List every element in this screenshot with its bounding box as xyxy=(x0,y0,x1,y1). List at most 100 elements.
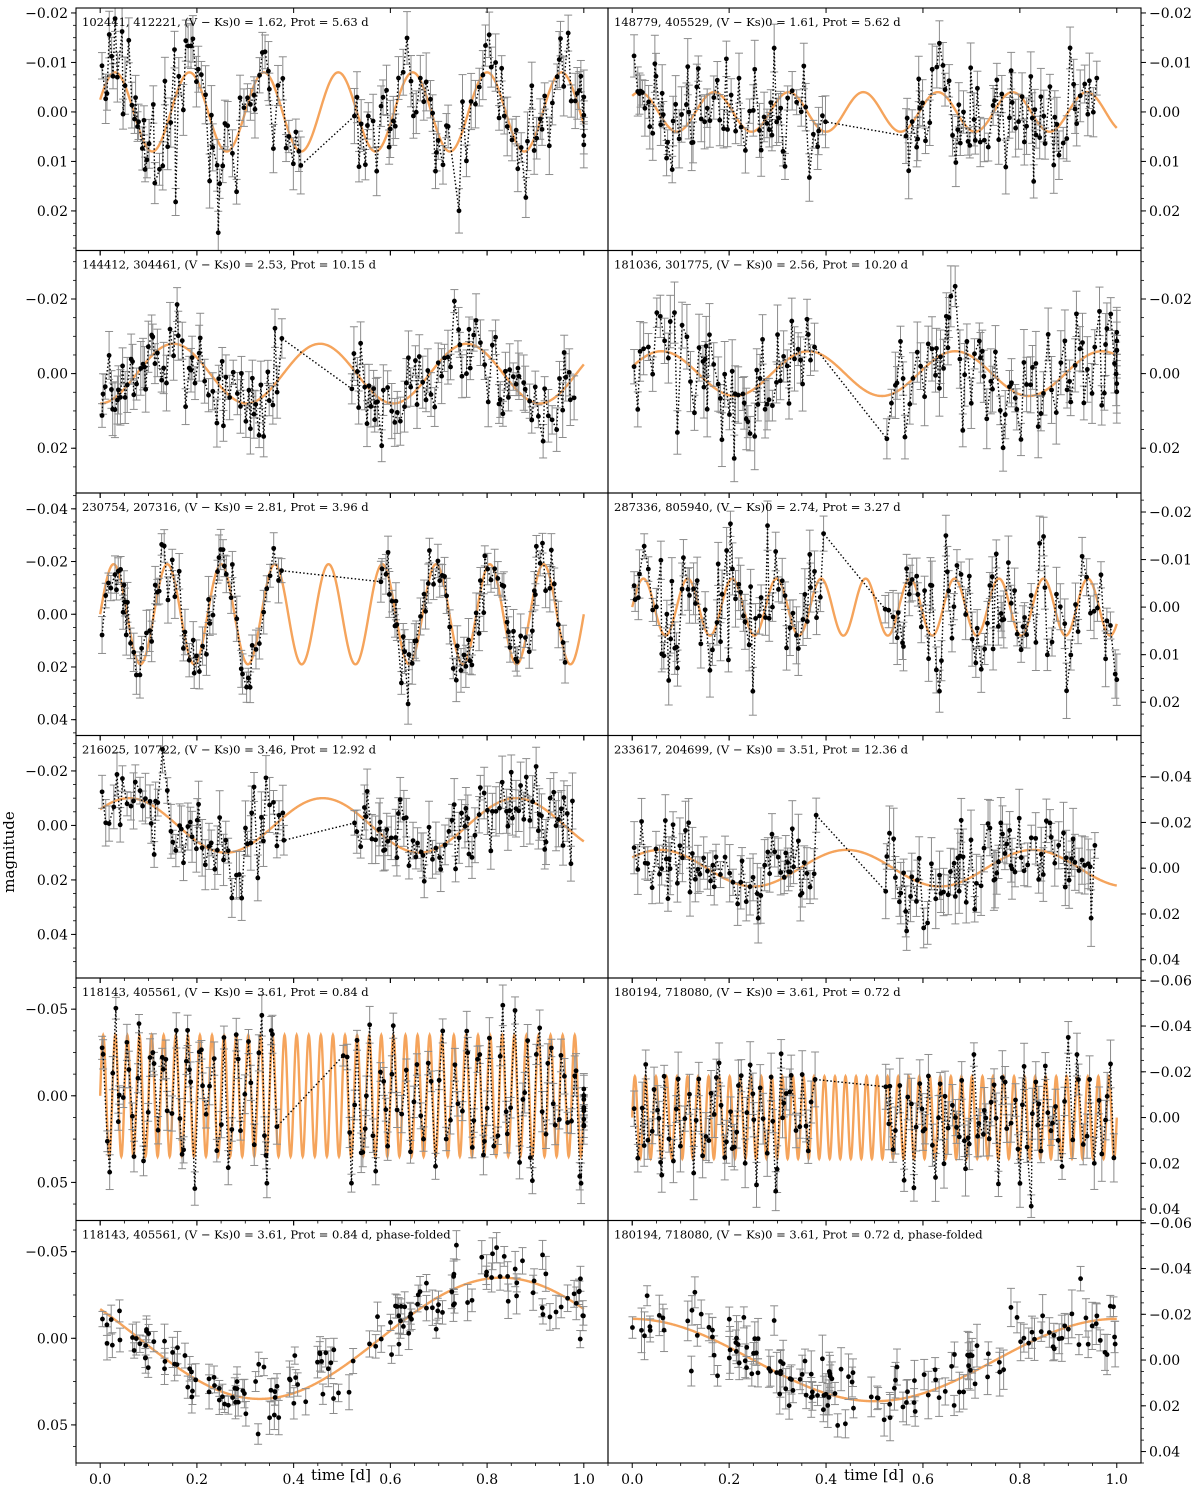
data-point xyxy=(549,100,555,106)
data-point xyxy=(194,79,199,85)
data-point xyxy=(646,99,652,105)
data-point xyxy=(159,377,165,383)
data-point xyxy=(907,401,913,407)
data-point xyxy=(728,521,733,527)
data-point xyxy=(266,86,272,92)
data-point xyxy=(993,349,998,355)
data-point xyxy=(735,901,741,907)
data-point xyxy=(1062,621,1068,627)
data-point xyxy=(529,628,535,634)
data-point xyxy=(769,132,775,138)
data-point xyxy=(529,417,535,423)
data-point xyxy=(1056,152,1062,158)
y-tick-label: 0.02 xyxy=(37,204,68,220)
data-point xyxy=(272,325,278,331)
data-point xyxy=(724,548,730,553)
data-point xyxy=(795,646,801,651)
data-point xyxy=(208,112,214,118)
data-point xyxy=(762,862,768,868)
data-point xyxy=(122,83,128,89)
observations xyxy=(630,20,1101,202)
data-point xyxy=(234,616,240,622)
data-point xyxy=(754,367,760,373)
data-point xyxy=(416,354,422,359)
data-point xyxy=(1058,360,1064,366)
data-point xyxy=(180,107,186,113)
panel-6: −0.02 −0.01 0.00 0.01 0.02 287336, 805940, (V… xyxy=(607,492,1192,741)
data-point xyxy=(400,69,406,75)
y-tick-label: 0.01 xyxy=(1149,154,1180,170)
data-point xyxy=(999,91,1005,97)
data-point xyxy=(807,552,813,557)
data-point xyxy=(763,615,768,620)
data-point xyxy=(728,92,734,98)
data-point xyxy=(435,360,441,366)
data-point xyxy=(397,418,403,424)
data-point xyxy=(1045,332,1051,337)
data-point xyxy=(351,351,357,356)
data-point xyxy=(674,430,680,435)
data-point xyxy=(152,582,158,588)
data-point xyxy=(954,563,960,568)
data-point xyxy=(223,571,229,577)
data-point xyxy=(221,423,226,429)
data-point xyxy=(162,78,168,84)
data-point xyxy=(438,866,444,872)
data-point xyxy=(129,102,135,108)
data-point xyxy=(787,869,793,875)
data-point xyxy=(191,670,197,676)
data-point xyxy=(207,621,213,626)
data-point xyxy=(173,848,179,853)
data-point xyxy=(807,884,813,890)
data-point xyxy=(738,124,744,130)
data-point xyxy=(631,364,637,370)
data-point xyxy=(778,870,784,875)
data-point xyxy=(910,375,916,381)
data-point xyxy=(503,368,508,374)
data-point xyxy=(404,35,410,41)
data-point xyxy=(795,838,801,844)
data-point xyxy=(694,84,700,90)
data-point xyxy=(542,846,548,852)
data-point xyxy=(802,591,808,597)
data-point xyxy=(750,688,756,694)
data-point xyxy=(979,348,985,354)
data-point xyxy=(526,649,532,655)
data-point xyxy=(243,418,249,424)
data-point xyxy=(640,90,645,95)
data-point xyxy=(953,160,959,165)
data-point xyxy=(188,43,194,49)
data-point xyxy=(792,356,797,362)
data-point xyxy=(175,333,181,339)
data-point xyxy=(125,599,130,605)
data-point xyxy=(961,109,966,115)
data-point xyxy=(1020,624,1026,630)
data-point xyxy=(189,355,195,361)
data-point xyxy=(929,583,935,588)
data-point xyxy=(760,336,765,342)
data-point xyxy=(451,298,457,304)
data-point xyxy=(267,573,273,579)
data-point xyxy=(710,647,715,653)
data-point xyxy=(188,367,194,373)
data-point xyxy=(998,611,1004,616)
data-point xyxy=(176,568,182,574)
data-point xyxy=(532,384,538,390)
data-point xyxy=(679,322,685,328)
data-point xyxy=(247,101,253,107)
data-point xyxy=(154,350,160,356)
data-point xyxy=(927,120,933,126)
data-point xyxy=(135,124,140,129)
data-point xyxy=(631,845,637,851)
data-point xyxy=(758,893,764,898)
data-point xyxy=(902,434,908,440)
data-point xyxy=(463,663,469,669)
data-point xyxy=(722,854,728,860)
data-point xyxy=(654,310,660,316)
data-point xyxy=(160,746,165,752)
data-point xyxy=(182,629,188,635)
data-point xyxy=(365,113,371,119)
data-point xyxy=(981,137,987,143)
data-point xyxy=(1114,348,1120,353)
